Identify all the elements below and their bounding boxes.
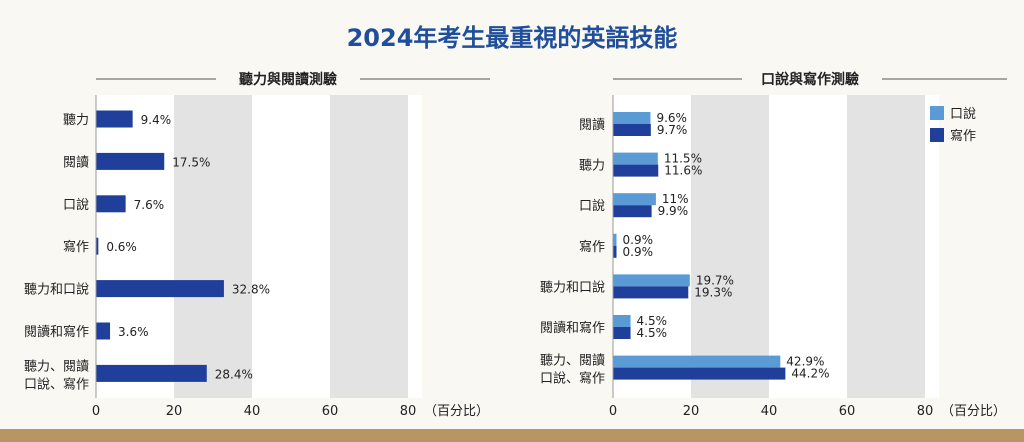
- background-band: [96, 95, 174, 398]
- data-label: 9.7%: [657, 123, 688, 137]
- bar: [613, 152, 658, 165]
- background-band: [925, 95, 939, 398]
- data-label: 4.5%: [637, 326, 668, 340]
- bar: [613, 327, 631, 339]
- bar: [613, 367, 786, 380]
- data-label: 3.6%: [118, 325, 149, 339]
- bar: [613, 124, 651, 136]
- bar: [613, 164, 659, 177]
- category-label: 寫作: [579, 239, 605, 255]
- x-tick-label: 0: [92, 404, 100, 419]
- bar: [613, 274, 690, 287]
- background-bands: [96, 95, 422, 398]
- data-label: 19.3%: [694, 285, 732, 299]
- category-label: 聽力和口說: [24, 282, 89, 298]
- x-tick-label: 40: [761, 404, 778, 419]
- data-label: 0.9%: [623, 233, 654, 247]
- x-axis-unit-label: （百分比）: [941, 404, 1006, 419]
- background-bands: [613, 95, 939, 398]
- category-label: 閱讀: [63, 155, 89, 170]
- legend-swatch: [930, 128, 944, 142]
- background-band: [330, 95, 408, 398]
- category-label: 聽力、閱讀: [540, 354, 605, 369]
- data-label: 0.9%: [623, 245, 654, 259]
- category-label: 閱讀: [579, 118, 605, 133]
- data-label: 7.6%: [134, 198, 165, 212]
- bar: [613, 112, 651, 124]
- x-axis-unit-label: （百分比）: [424, 404, 489, 419]
- bar: [96, 364, 207, 382]
- data-label: 0.6%: [106, 240, 137, 254]
- category-label: 聽力和口說: [540, 279, 605, 295]
- bar: [613, 205, 652, 218]
- legend-label: 寫作: [950, 128, 976, 144]
- x-tick-label: 80: [917, 404, 934, 419]
- bar: [613, 355, 781, 368]
- bar: [613, 233, 617, 246]
- background-band: [174, 95, 252, 398]
- x-tick-label: 0: [609, 404, 617, 419]
- x-tick-label: 60: [839, 404, 856, 419]
- x-tick-label: 20: [683, 404, 700, 419]
- bar: [96, 152, 165, 170]
- chart-title: 口說與寫作測驗: [761, 71, 859, 88]
- bar: [96, 110, 133, 128]
- category-label: 口說、寫作: [540, 371, 605, 387]
- legend-label: 口說: [950, 106, 976, 122]
- bar: [613, 245, 617, 258]
- background-band: [408, 95, 422, 398]
- category-label: 閱讀和寫作: [540, 320, 605, 336]
- data-label: 4.5%: [637, 314, 668, 328]
- category-label: 聽力、閱讀: [24, 359, 89, 374]
- category-label: 聽力: [63, 113, 89, 128]
- bar: [613, 315, 631, 327]
- data-label: 17.5%: [172, 155, 210, 169]
- bar: [96, 195, 126, 213]
- data-label: 32.8%: [232, 283, 270, 297]
- x-tick-label: 40: [244, 404, 261, 419]
- page-title: 2024年考生最重視的英語技能: [346, 24, 678, 52]
- category-label: 聽力: [579, 159, 605, 174]
- category-label: 口說、寫作: [24, 376, 89, 392]
- data-label: 9.9%: [658, 204, 689, 218]
- data-label: 11.6%: [664, 164, 702, 178]
- background-band: [252, 95, 330, 398]
- data-label: 9.4%: [141, 113, 172, 127]
- bar: [613, 193, 656, 206]
- bar: [96, 322, 111, 340]
- data-label: 28.4%: [215, 367, 253, 381]
- background-band: [691, 95, 769, 398]
- bar: [96, 237, 99, 255]
- x-tick-label: 60: [322, 404, 339, 419]
- bar: [613, 286, 689, 299]
- data-label: 19.7%: [696, 273, 734, 287]
- data-label: 42.9%: [786, 355, 824, 369]
- background-band: [769, 95, 847, 398]
- category-label: 口說: [579, 198, 605, 214]
- category-label: 寫作: [63, 239, 89, 255]
- data-label: 11.5%: [664, 152, 702, 166]
- data-label: 44.2%: [791, 367, 829, 381]
- category-label: 閱讀和寫作: [24, 324, 89, 340]
- category-label: 口說: [63, 197, 89, 213]
- bottom-decorative-bar: [0, 429, 1024, 442]
- data-label: 9.6%: [656, 111, 687, 125]
- x-tick-label: 20: [166, 404, 183, 419]
- x-tick-label: 80: [400, 404, 417, 419]
- background-band: [847, 95, 925, 398]
- background-band: [613, 95, 691, 398]
- legend-swatch: [930, 106, 944, 120]
- bar: [96, 280, 224, 298]
- data-label: 11%: [662, 192, 689, 206]
- chart-title: 聽力與閱讀測驗: [239, 71, 337, 88]
